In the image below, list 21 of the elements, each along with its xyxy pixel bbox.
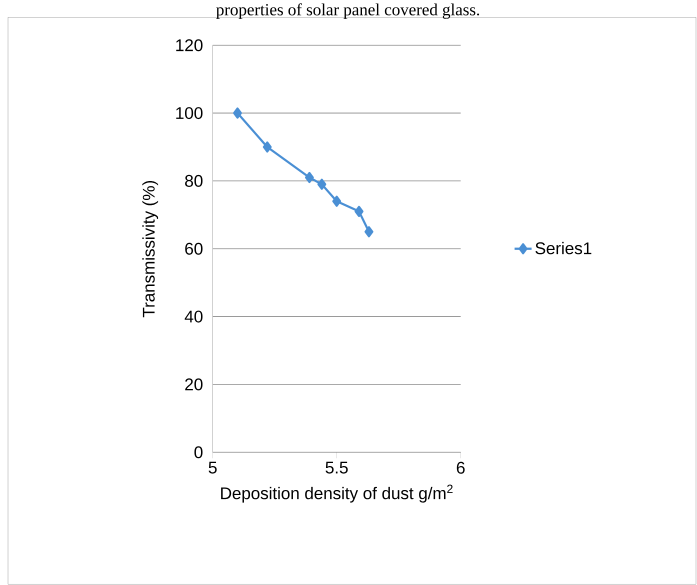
- legend-label: Series1: [535, 242, 592, 254]
- y-tick-label: 120: [176, 39, 203, 52]
- x-tick-label: 5.5: [326, 462, 348, 474]
- y-tick-label: 40: [184, 310, 203, 322]
- y-tick-label: 100: [176, 106, 203, 119]
- point: [262, 141, 272, 152]
- x-tick-label: 6: [456, 462, 465, 474]
- chart-title: properties of solar panel covered glass.: [216, 3, 480, 19]
- y-axis-title: Transmissivity (%): [142, 180, 158, 318]
- point: [354, 206, 364, 217]
- point: [304, 172, 314, 183]
- y-tick-label: 20: [185, 378, 203, 390]
- y-tick-label: 80: [185, 174, 203, 187]
- point: [364, 226, 374, 238]
- x-axis-title: Deposition density of dust g/m$^{2}$: [221, 484, 453, 503]
- point: [332, 196, 342, 207]
- y-tick-label: 0: [194, 446, 203, 458]
- point: [233, 107, 242, 119]
- x-tick-label: 5: [208, 462, 217, 474]
- y-tick-label: 60: [185, 242, 203, 255]
- point: [317, 178, 326, 190]
